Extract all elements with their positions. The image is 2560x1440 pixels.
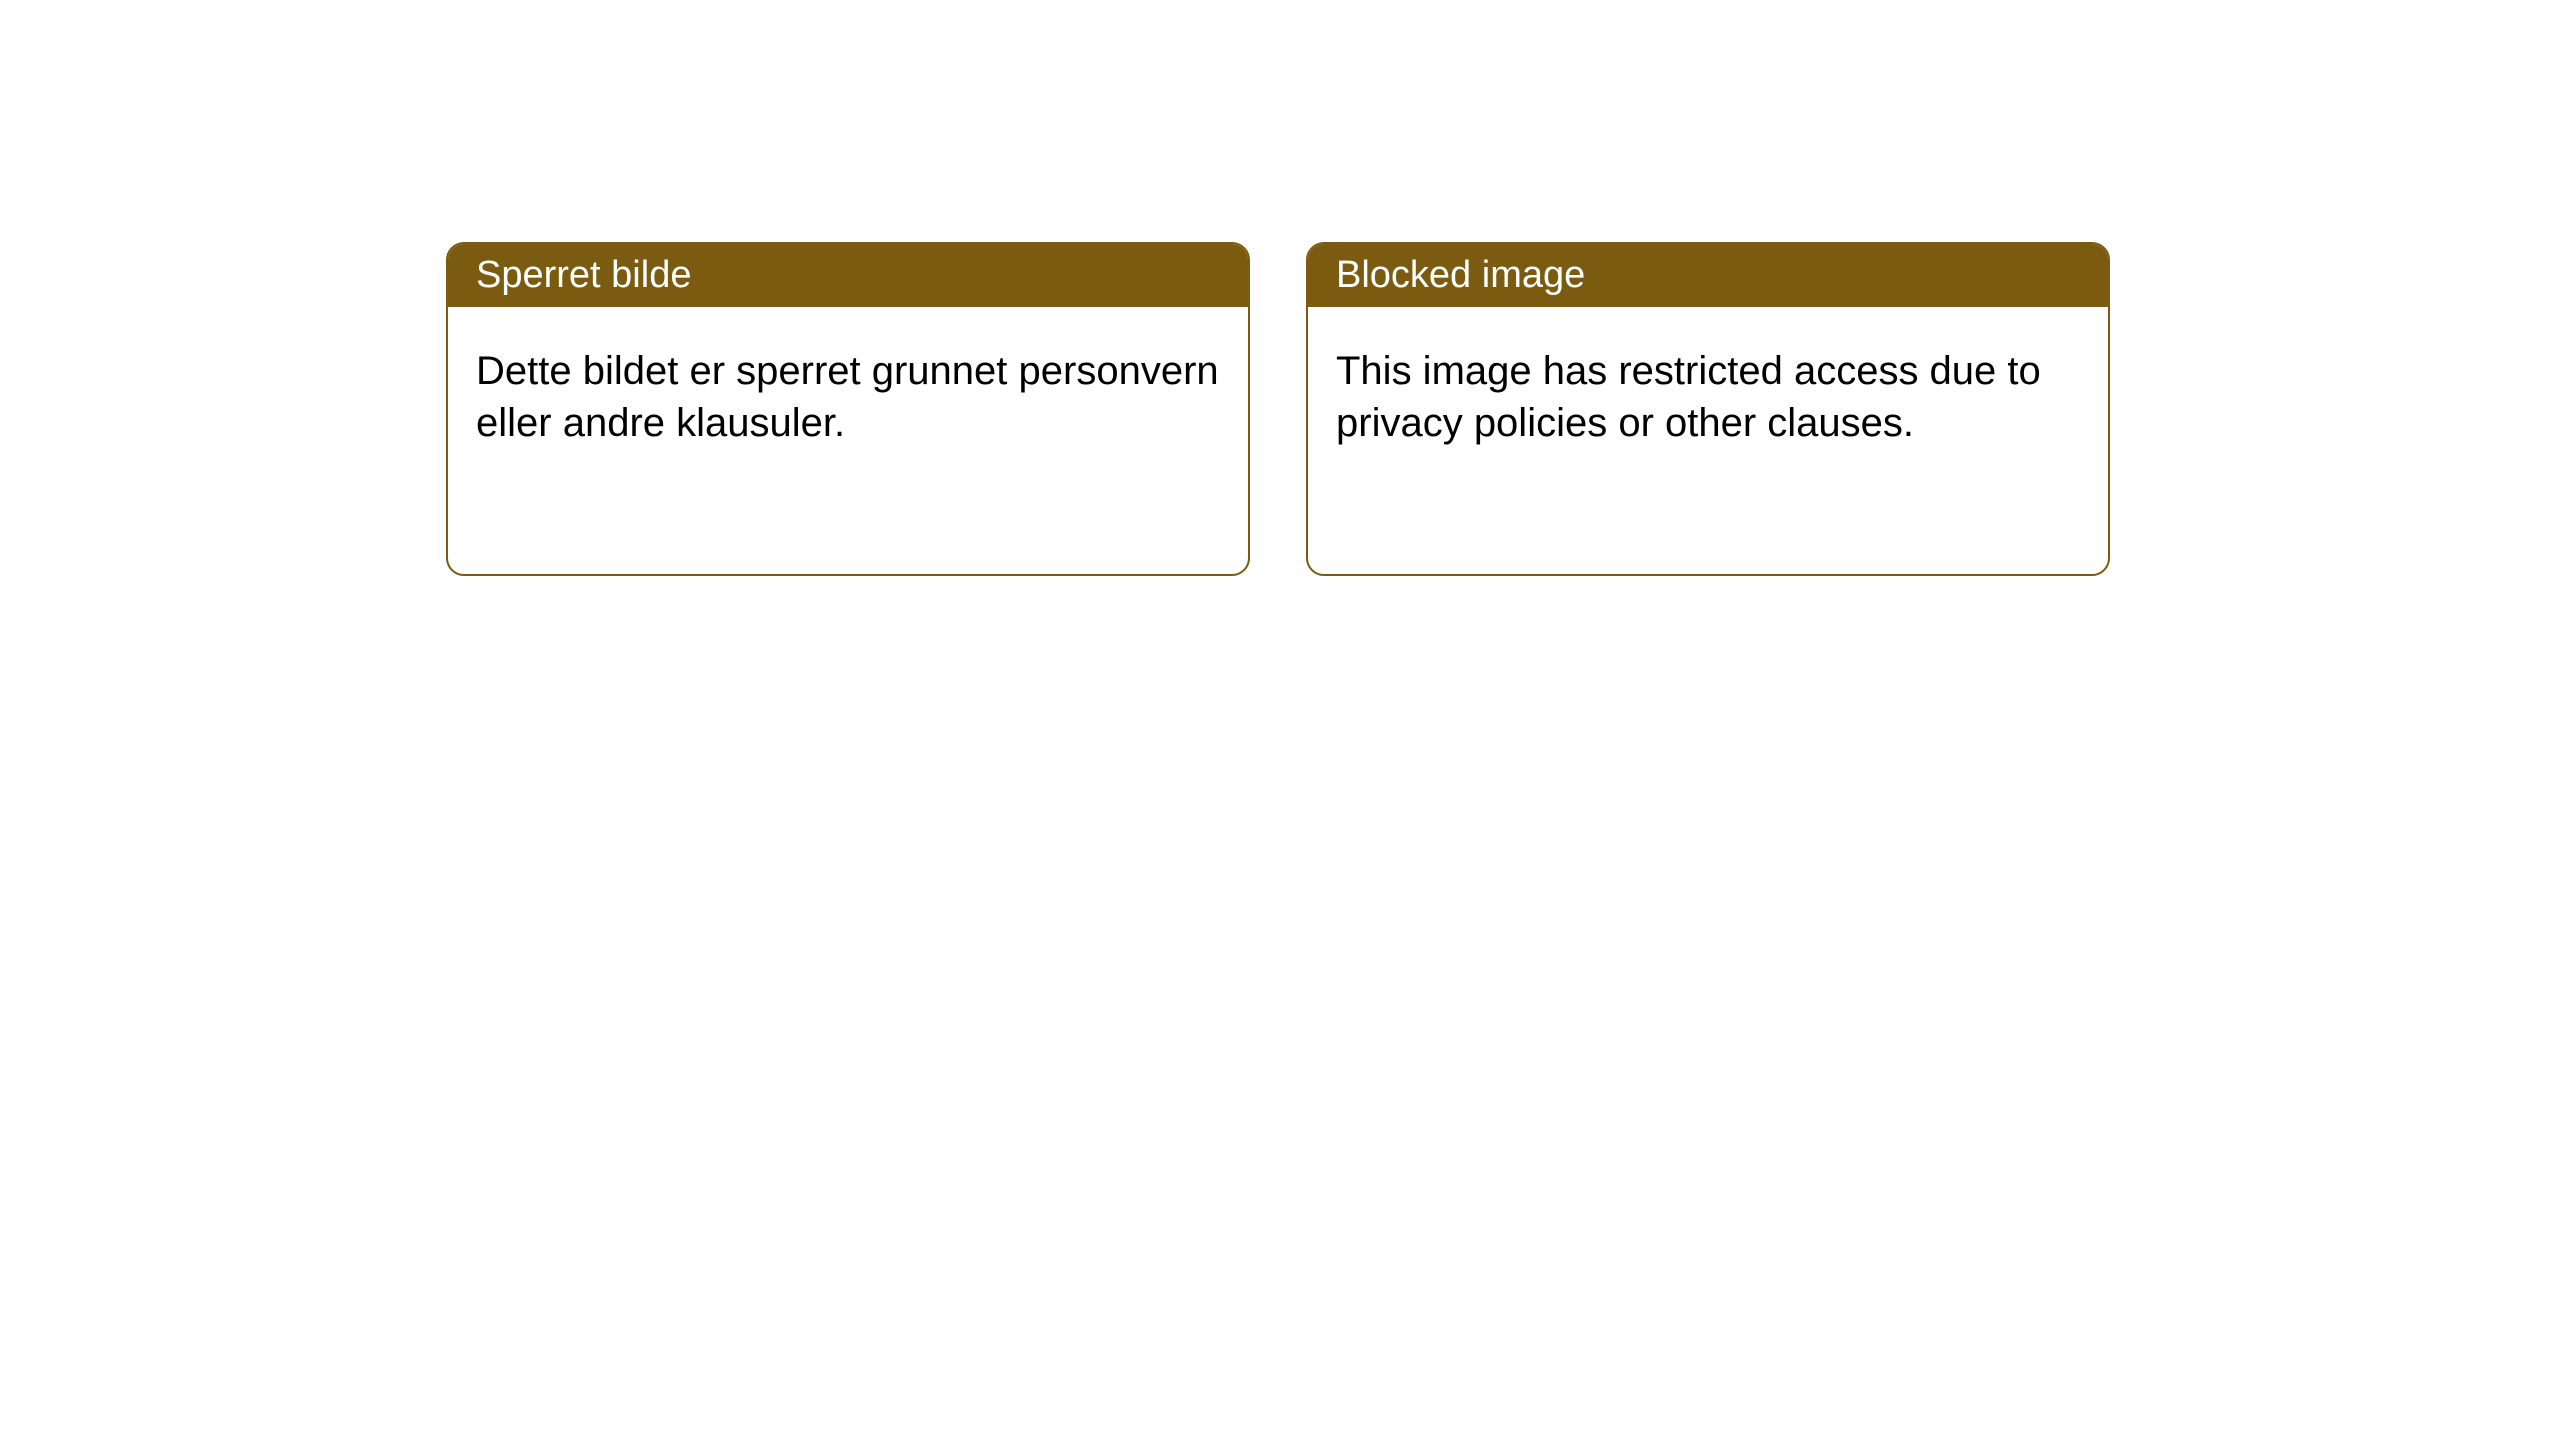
notice-card-title: Sperret bilde xyxy=(448,244,1248,307)
notice-card-norwegian: Sperret bilde Dette bildet er sperret gr… xyxy=(446,242,1250,576)
notice-card-body: This image has restricted access due to … xyxy=(1308,307,2108,487)
notice-container: Sperret bilde Dette bildet er sperret gr… xyxy=(0,0,2560,576)
notice-card-title: Blocked image xyxy=(1308,244,2108,307)
notice-card-body: Dette bildet er sperret grunnet personve… xyxy=(448,307,1248,487)
notice-card-english: Blocked image This image has restricted … xyxy=(1306,242,2110,576)
